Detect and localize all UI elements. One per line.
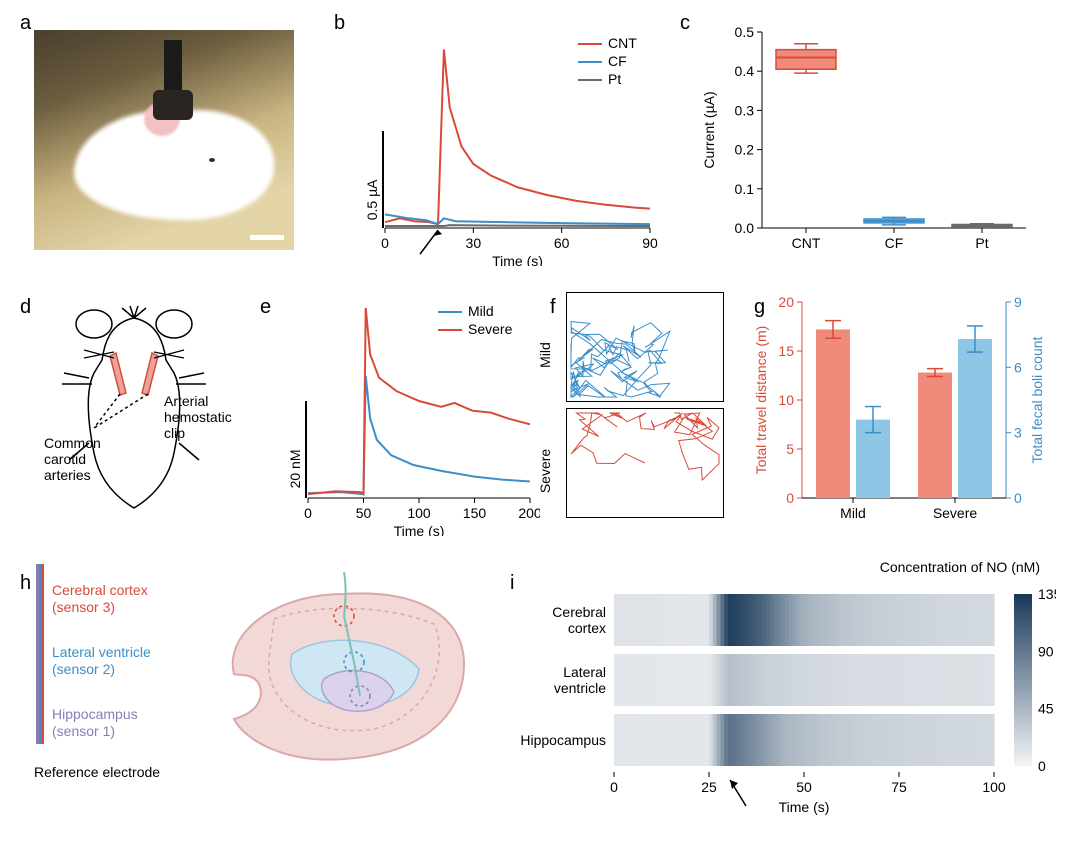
- svg-text:0: 0: [610, 779, 618, 795]
- svg-text:90: 90: [642, 235, 658, 251]
- svg-text:Time (s): Time (s): [492, 253, 543, 266]
- svg-text:90: 90: [1038, 643, 1054, 659]
- svg-text:0.1: 0.1: [735, 181, 755, 197]
- svg-text:Common: Common: [44, 435, 101, 451]
- svg-text:cortex: cortex: [568, 620, 606, 636]
- panel-label-c: c: [680, 12, 690, 35]
- svg-text:Total fecal boli count: Total fecal boli count: [1029, 336, 1045, 463]
- svg-text:carotid: carotid: [44, 451, 86, 467]
- svg-text:Hippocampus: Hippocampus: [520, 732, 606, 748]
- svg-text:5: 5: [786, 441, 794, 457]
- svg-text:Lateral: Lateral: [563, 664, 606, 680]
- svg-text:9: 9: [1014, 294, 1022, 310]
- svg-text:10: 10: [778, 392, 794, 408]
- panel-h-diagram: Cerebral cortex(sensor 3)Lateral ventric…: [34, 564, 474, 836]
- svg-text:20: 20: [778, 294, 794, 310]
- panel-d-diagram: Common carotid arteries Arterial hemosta…: [34, 298, 234, 518]
- panel-a-photo: [34, 30, 294, 250]
- panel-b-chart: 0 30 60 90 Time (s) 0.5 µA CNT CF Pt: [330, 18, 660, 266]
- panel-f-openfield: Mild Severe: [566, 292, 724, 538]
- svg-text:0: 0: [1038, 758, 1046, 774]
- open-field-label-mild: Mild: [537, 342, 553, 368]
- svg-text:6: 6: [1014, 359, 1022, 375]
- svg-text:0.0: 0.0: [735, 220, 755, 236]
- svg-text:hemostatic: hemostatic: [164, 409, 232, 425]
- svg-text:Mild: Mild: [468, 303, 494, 319]
- panel-label-e: e: [260, 296, 271, 319]
- panel-label-d: d: [20, 296, 31, 319]
- svg-text:30: 30: [466, 235, 482, 251]
- open-field-label-severe: Severe: [537, 449, 553, 493]
- svg-text:45: 45: [1038, 701, 1054, 717]
- ref-electrode-label: Reference electrode: [34, 764, 160, 780]
- svg-text:Severe: Severe: [933, 505, 978, 521]
- svg-text:0: 0: [786, 490, 794, 506]
- svg-text:clip: clip: [164, 425, 185, 441]
- svg-text:CNT: CNT: [792, 235, 821, 251]
- svg-text:100: 100: [407, 505, 431, 521]
- panel-label-i: i: [510, 572, 514, 595]
- panel-g-bars: 0 5 10 15 20 0 3 6 9 Total travel distance (m) Tot…: [750, 288, 1046, 536]
- panel-e-chart: 0 50 100 150 200 Time (s) 20 nM Mild Severe: [260, 288, 540, 536]
- svg-text:Time (s): Time (s): [779, 799, 830, 815]
- svg-text:200: 200: [518, 505, 540, 521]
- svg-text:20 nM: 20 nM: [287, 450, 303, 489]
- svg-text:Cerebral: Cerebral: [552, 604, 606, 620]
- svg-text:25: 25: [701, 779, 717, 795]
- svg-text:Concentration of NO (nM): Concentration of NO (nM): [880, 559, 1040, 575]
- svg-text:0.2: 0.2: [735, 142, 755, 158]
- svg-text:0.3: 0.3: [735, 102, 755, 118]
- svg-text:Time (s): Time (s): [394, 523, 445, 536]
- svg-text:Pt: Pt: [975, 235, 988, 251]
- svg-text:15: 15: [778, 343, 794, 359]
- scalebar: [250, 235, 284, 240]
- svg-text:75: 75: [891, 779, 907, 795]
- svg-text:0: 0: [1014, 490, 1022, 506]
- svg-text:3: 3: [1014, 425, 1022, 441]
- panel-c-boxplot: 0.0 0.1 0.2 0.3 0.4 0.5 Current (µA) CNT CF Pt: [696, 18, 1036, 266]
- svg-text:135: 135: [1038, 586, 1056, 602]
- svg-text:Current (µA): Current (µA): [701, 91, 717, 168]
- svg-text:ventricle: ventricle: [554, 680, 606, 696]
- panel-label-b: b: [334, 12, 345, 35]
- svg-text:Severe: Severe: [468, 321, 513, 337]
- svg-text:Arterial: Arterial: [164, 393, 208, 409]
- svg-text:CF: CF: [608, 53, 627, 69]
- panel-label-a: a: [20, 12, 31, 35]
- panel-label-h: h: [20, 572, 31, 595]
- svg-text:50: 50: [356, 505, 372, 521]
- svg-text:arteries: arteries: [44, 467, 91, 483]
- svg-text:Pt: Pt: [608, 71, 621, 87]
- svg-text:50: 50: [796, 779, 812, 795]
- svg-text:0.5: 0.5: [735, 24, 755, 40]
- svg-text:CF: CF: [885, 235, 904, 251]
- svg-text:CNT: CNT: [608, 35, 637, 51]
- svg-text:60: 60: [554, 235, 570, 251]
- svg-text:Total travel distance (m): Total travel distance (m): [753, 326, 769, 475]
- svg-text:Mild: Mild: [840, 505, 866, 521]
- svg-text:0: 0: [381, 235, 389, 251]
- brain-diagram: [214, 564, 474, 794]
- panel-label-g: g: [754, 296, 765, 319]
- svg-text:0.5 µA: 0.5 µA: [364, 179, 380, 220]
- panel-label-f: f: [550, 296, 556, 319]
- panel-i-heatmap: Concentration of NO (nM) Cerebralcortex La…: [504, 556, 1056, 826]
- svg-text:100: 100: [982, 779, 1006, 795]
- svg-text:0.4: 0.4: [735, 63, 755, 79]
- svg-text:150: 150: [463, 505, 487, 521]
- svg-text:0: 0: [304, 505, 312, 521]
